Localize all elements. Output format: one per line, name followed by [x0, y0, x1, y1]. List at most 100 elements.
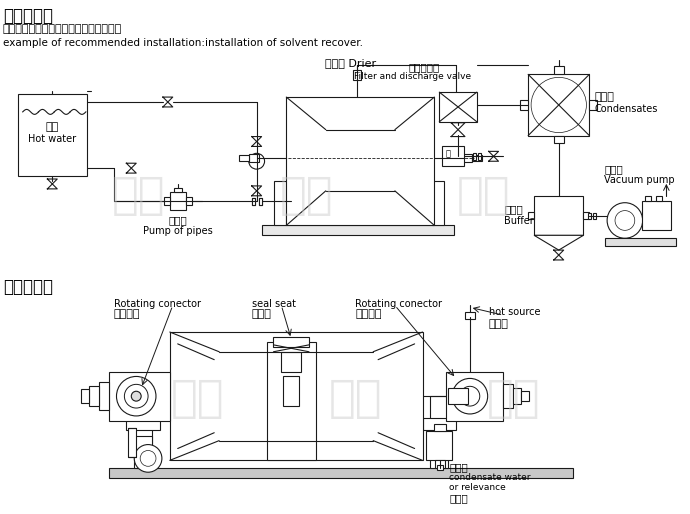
- Bar: [186, 197, 192, 205]
- Bar: [174, 188, 181, 192]
- Text: 缓冲罐: 缓冲罐: [504, 204, 523, 214]
- Bar: [442, 146, 464, 166]
- Bar: [99, 382, 108, 410]
- Text: or relevance: or relevance: [449, 483, 506, 492]
- Text: 密封座: 密封座: [252, 309, 272, 319]
- Text: 汇诚: 汇诚: [170, 377, 224, 419]
- Text: condensate water: condensate water: [449, 473, 531, 482]
- Text: Rotating conector: Rotating conector: [355, 300, 442, 309]
- Bar: [135, 436, 152, 450]
- Bar: [81, 389, 89, 403]
- Circle shape: [460, 387, 480, 406]
- Text: 真空泵: 真空泵: [604, 164, 623, 174]
- Circle shape: [615, 211, 635, 230]
- Circle shape: [140, 450, 156, 466]
- Bar: [353, 70, 362, 80]
- Text: 旋转接头: 旋转接头: [355, 309, 382, 319]
- Text: 高: 高: [445, 150, 450, 158]
- Text: Buffer: Buffer: [504, 215, 534, 226]
- Text: 热水: 热水: [46, 122, 59, 132]
- Text: 干燥机 Drier: 干燥机 Drier: [325, 58, 376, 67]
- Bar: [448, 388, 468, 404]
- Text: 鸿达: 鸿达: [328, 377, 382, 419]
- Bar: [252, 198, 255, 205]
- Text: 安装示意图: 安装示意图: [3, 7, 53, 25]
- Bar: [259, 198, 262, 205]
- Bar: [422, 418, 456, 430]
- Bar: [446, 372, 504, 421]
- Bar: [554, 66, 564, 75]
- Text: seal seat: seal seat: [252, 300, 296, 309]
- Bar: [605, 238, 676, 246]
- Bar: [431, 396, 448, 468]
- Bar: [504, 384, 513, 408]
- Circle shape: [124, 384, 148, 408]
- Text: 简易结构图: 简易结构图: [3, 278, 53, 296]
- Bar: [477, 153, 481, 160]
- Text: 鸿达: 鸿达: [279, 174, 333, 217]
- Bar: [266, 342, 316, 461]
- Bar: [440, 92, 477, 122]
- Bar: [18, 94, 87, 176]
- Bar: [520, 100, 528, 110]
- Text: 或回流: 或回流: [449, 493, 468, 503]
- Bar: [164, 197, 170, 205]
- Bar: [239, 155, 249, 161]
- Bar: [435, 424, 446, 431]
- Bar: [275, 181, 286, 226]
- Bar: [437, 465, 443, 470]
- Bar: [128, 428, 136, 457]
- Bar: [462, 154, 472, 162]
- Bar: [473, 153, 476, 160]
- Bar: [644, 196, 651, 201]
- Bar: [282, 352, 301, 372]
- Bar: [589, 100, 598, 110]
- Bar: [170, 192, 186, 210]
- Circle shape: [249, 153, 264, 169]
- Text: 汇诚: 汇诚: [112, 174, 165, 217]
- Bar: [262, 226, 454, 235]
- Bar: [273, 337, 309, 347]
- Bar: [249, 154, 259, 162]
- Bar: [431, 436, 448, 450]
- Bar: [534, 196, 584, 235]
- Bar: [433, 181, 444, 226]
- Bar: [472, 155, 482, 161]
- Text: 干燥: 干燥: [486, 377, 540, 419]
- Text: Filter and discharge valve: Filter and discharge valve: [354, 72, 471, 81]
- Bar: [554, 136, 564, 143]
- Bar: [435, 461, 445, 468]
- Text: 管道泵: 管道泵: [168, 215, 187, 226]
- Bar: [170, 332, 422, 461]
- Text: example of recommended installation:installation of solvent recover.: example of recommended installation:inst…: [3, 38, 363, 48]
- Bar: [126, 418, 160, 430]
- Text: 过滤放空阀: 过滤放空阀: [409, 63, 440, 72]
- Circle shape: [452, 378, 488, 414]
- Circle shape: [131, 391, 141, 401]
- Polygon shape: [534, 235, 584, 250]
- Bar: [513, 388, 521, 404]
- Bar: [108, 468, 573, 478]
- Bar: [108, 372, 170, 421]
- Text: 旋转接头: 旋转接头: [114, 309, 140, 319]
- Bar: [252, 198, 255, 205]
- Text: Pump of pipes: Pump of pipes: [143, 226, 213, 236]
- Bar: [521, 391, 529, 401]
- Bar: [89, 387, 99, 406]
- Text: 冷凝器: 冷凝器: [594, 92, 614, 102]
- Text: Rotating conector: Rotating conector: [114, 300, 201, 309]
- Bar: [286, 97, 435, 226]
- Text: 冷凝器: 冷凝器: [449, 462, 468, 472]
- Bar: [426, 431, 452, 461]
- Bar: [656, 196, 662, 201]
- Text: 推荐的工艺安置示范：溶剂回收工艺安置: 推荐的工艺安置示范：溶剂回收工艺安置: [3, 24, 122, 34]
- Text: Hot water: Hot water: [28, 134, 77, 143]
- Bar: [259, 198, 262, 205]
- Bar: [465, 313, 475, 319]
- Bar: [593, 213, 596, 219]
- Bar: [528, 212, 534, 219]
- Circle shape: [135, 445, 162, 472]
- Bar: [642, 201, 671, 230]
- Text: 进热源: 进热源: [489, 319, 509, 329]
- Bar: [589, 213, 591, 219]
